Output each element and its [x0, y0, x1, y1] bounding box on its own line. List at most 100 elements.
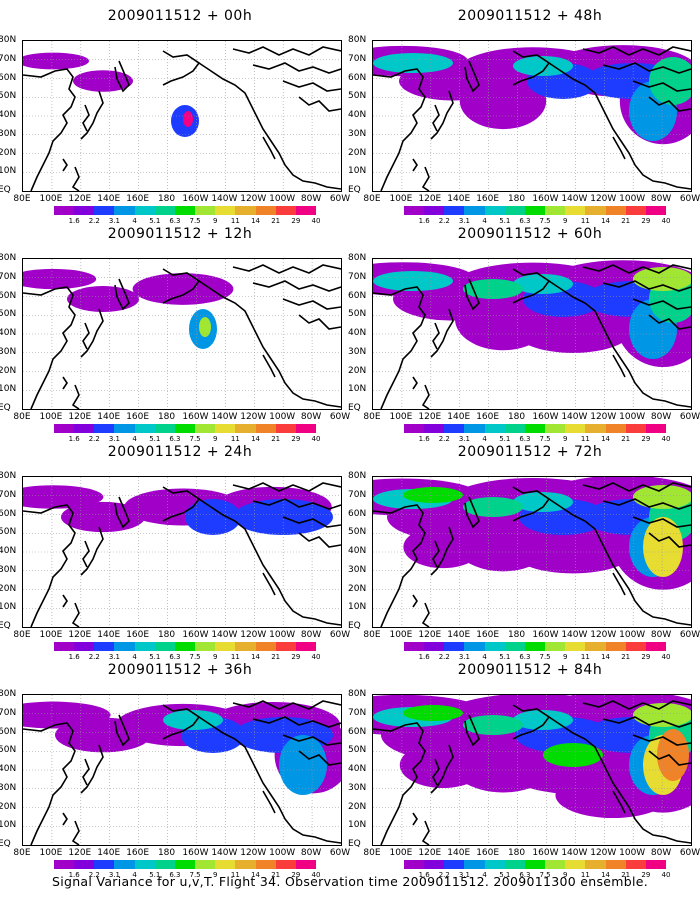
colorbar-tick-label: 4 [132, 435, 137, 443]
lon-tick-label: 160W [532, 194, 559, 204]
lon-tick-label: 140E [97, 412, 121, 422]
colorbar-swatch [524, 424, 546, 433]
colorbar [404, 860, 667, 869]
lon-tick-label: 180 [507, 630, 526, 640]
colorbar-tick-label: 7.5 [539, 435, 551, 443]
lat-tick-label: 30N [348, 346, 367, 357]
lat-tick-label: 20N [348, 147, 367, 158]
colorbar-tick-label: 2.2 [438, 435, 450, 443]
lon-tick-label: 120W [590, 194, 617, 204]
colorbar-tick-label: 3.1 [108, 871, 121, 879]
lon-tick-label: 80E [363, 848, 381, 858]
lat-tick-label: 10N [348, 166, 367, 177]
lon-tick-label: 100E [39, 630, 63, 640]
lon-tick-label: 120E [68, 194, 92, 204]
lon-tick-label: 120W [240, 194, 267, 204]
lon-tick-label: 100E [39, 412, 63, 422]
variance-contour [649, 57, 691, 105]
lat-tick-label: EQ [0, 621, 11, 631]
coastline [464, 60, 480, 93]
colorbar-swatch [464, 424, 485, 433]
colorbar-swatch [255, 424, 276, 433]
colorbar-swatch [54, 860, 75, 869]
colorbar-tick-label: 1.6 [418, 217, 430, 225]
colorbar-swatch [195, 206, 216, 215]
coastline [198, 62, 341, 190]
coastline [62, 158, 68, 172]
lat-tick-label: 40N [0, 764, 17, 774]
variance-contour [507, 520, 639, 574]
colorbar-tick-label: 1.6 [418, 653, 430, 661]
colorbar-tick-label: 7.5 [189, 653, 201, 661]
colorbar-tick-label: 29 [641, 435, 651, 443]
colorbar-tick-label: 2.2 [438, 217, 450, 225]
lon-tick-label: 80E [13, 848, 31, 858]
colorbar-tick-label: 2.2 [88, 217, 100, 225]
coastline [262, 354, 276, 378]
colorbar-tick-label: 2.2 [88, 653, 100, 661]
colorbar-tick-label: 1.6 [418, 871, 430, 879]
colorbar-tick-label: 14 [601, 435, 610, 443]
colorbar-swatch [444, 424, 465, 433]
coastline [648, 532, 691, 548]
colorbar-swatch [195, 860, 216, 869]
lat-tick-label: 60N [0, 508, 17, 519]
colorbar-tick-label: 21 [271, 871, 281, 879]
colorbar-tick-label: 21 [621, 435, 631, 443]
coastline [80, 90, 104, 140]
coastline [612, 354, 626, 378]
map-plot [372, 258, 692, 410]
colorbar-tick-label: 7.5 [539, 217, 551, 225]
coastline [430, 526, 454, 576]
lat-tick-label: 30N [0, 782, 17, 793]
coastline [82, 758, 90, 786]
lon-tick-label: 160W [532, 848, 559, 858]
coastline [282, 516, 341, 528]
colorbar-swatch [605, 860, 626, 869]
colorbar-swatch [444, 860, 465, 869]
lon-tick-label: 180 [507, 412, 526, 422]
lon-tick-label: 120E [418, 630, 442, 640]
colorbar-tick-label: 40 [311, 435, 321, 443]
map-panel: 2009011512 + 36h 80N 70N 60N 50N 40N 30N 20N 10N… [0, 662, 350, 879]
lat-tick-label: 20N [348, 365, 367, 376]
coastline [282, 80, 341, 92]
variance-contour [633, 485, 691, 509]
lon-tick-label: 100E [39, 194, 63, 204]
lat-tick-label: 80N [348, 253, 367, 263]
lat-tick-label: 10N [348, 602, 367, 613]
colorbar-tick-label: 5.1 [499, 871, 511, 879]
coastline [62, 376, 68, 390]
lat-tick-label: 80N [0, 253, 17, 263]
lon-tick-label: 120E [68, 848, 92, 858]
colorbar-labels: 1.6 2.2 3.1 4 5.1 6.3 7.5 9 11 14 21 29 40 [404, 653, 671, 661]
colorbar-tick-label: 29 [291, 435, 301, 443]
lon-tick-label: 140W [561, 848, 588, 858]
coastline [80, 526, 104, 576]
lon-tick-label: 160W [182, 630, 209, 640]
colorbar-swatch [625, 206, 646, 215]
colorbar-swatch [94, 860, 115, 869]
lon-tick-label: 140E [97, 194, 121, 204]
colorbar-tick-label: 6.3 [519, 217, 531, 225]
lon-tick-label: 100E [389, 412, 413, 422]
lon-tick-label: 100W [619, 194, 646, 204]
colorbar-swatch [504, 860, 525, 869]
lon-tick-label: 140W [211, 630, 238, 640]
colorbar-swatch [215, 424, 236, 433]
colorbar-swatch [504, 206, 525, 215]
lat-tick-label: 70N [0, 489, 17, 500]
colorbar-swatch [484, 860, 505, 869]
lon-tick-label: 160E [476, 194, 500, 204]
lat-tick-label: 40N [0, 546, 17, 556]
lon-tick-label: 160W [532, 412, 559, 422]
lat-tick-label: 30N [348, 782, 367, 793]
coastline [80, 744, 104, 794]
map-plot [22, 258, 342, 410]
colorbar-tick-label: 40 [311, 871, 321, 879]
map-panel: 2009011512 + 00h 80N 70N 60N 50N 40N 30N 20N 10N… [0, 8, 350, 225]
colorbar-swatch [215, 860, 236, 869]
lon-tick-label: 80E [363, 412, 381, 422]
colorbar-swatch [255, 642, 276, 651]
lon-tick-label: 160E [476, 412, 500, 422]
